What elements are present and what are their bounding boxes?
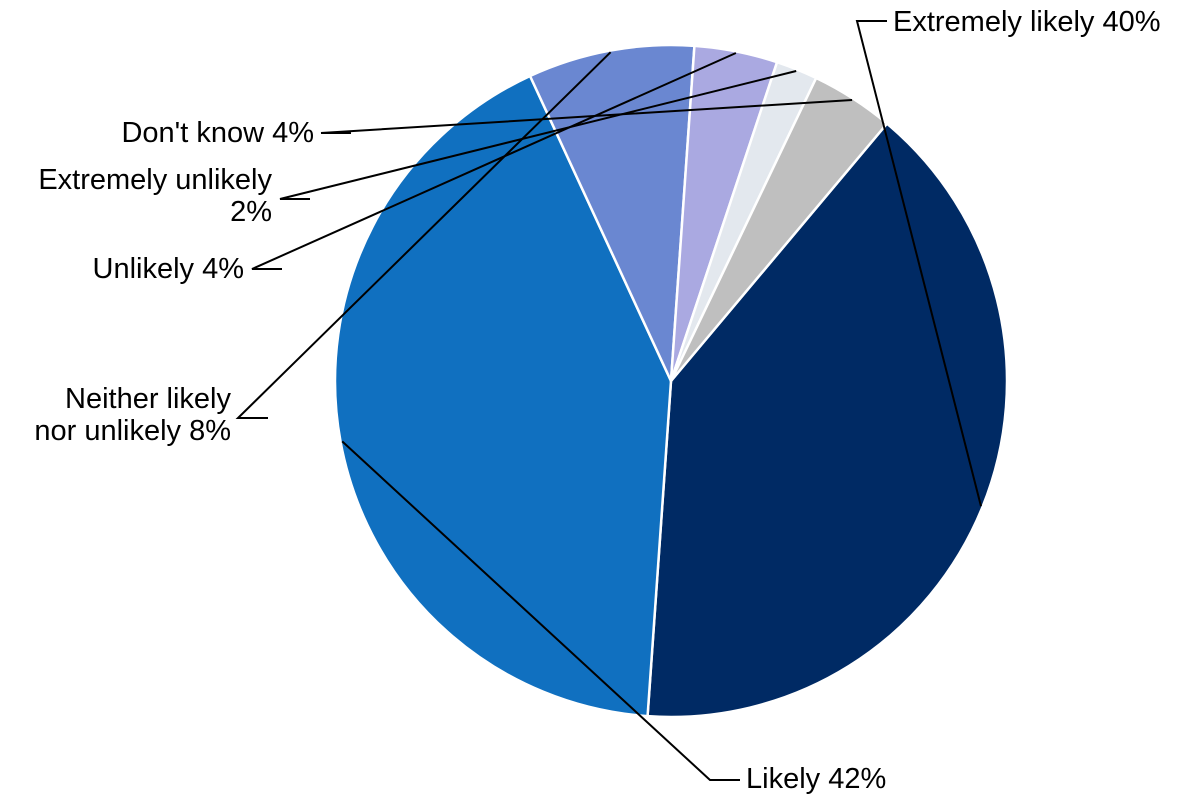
leader-line-extremely-likely [855,20,982,507]
leader-lines [235,20,982,781]
data-label-don-t-know: Don't know 4% [121,117,314,149]
data-label-line: nor unlikely 8% [34,415,231,447]
pie-slice-don-t-know [669,76,889,383]
data-label-likely: Likely 42% [746,763,886,795]
data-label-neither-likely-nor-unlikely: Neither likely nor unlikely 8% [34,383,231,447]
data-label-line: 2% [230,196,272,228]
leader-line-neither-likely-nor-unlikely [235,51,612,419]
data-label-unlikely: Unlikely 4% [93,253,245,285]
data-label-line: Extremely unlikely [38,164,272,196]
data-label-line: Don't know 4% [121,117,314,149]
data-label-extremely-unlikely: Extremely unlikely 2% [38,164,272,228]
pie-slice-likely [333,74,673,718]
data-label-extremely-likely: Extremely likely 40% [893,6,1161,38]
data-label-line: Extremely likely 40% [893,6,1161,38]
leader-line-don-t-know [320,99,853,134]
data-label-line: Unlikely 4% [93,253,245,285]
pie-slice-extremely-likely [646,122,1009,719]
pie-slices [333,43,1009,719]
data-label-line: Likely 42% [746,763,886,795]
pie-slice-neither-likely-nor-unlikely [528,43,696,383]
slice-labels: Extremely likely 40% Likely 42% Neither li… [34,6,1160,795]
data-label-line: Neither likely [65,383,231,415]
leader-line-likely [341,440,740,781]
